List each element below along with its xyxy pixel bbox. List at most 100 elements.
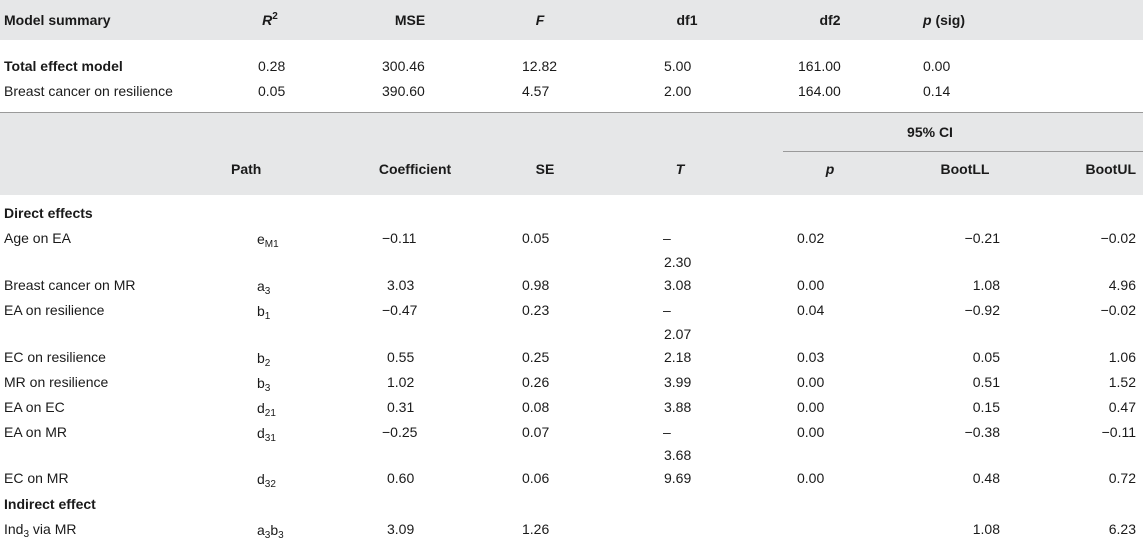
table-row-label: Ind3 via MR <box>4 521 77 540</box>
table-row-bootll: 0.05 <box>972 349 1000 365</box>
table-row-bootll: −0.38 <box>964 424 1000 440</box>
summary-header-df2: df2 <box>819 12 841 28</box>
table-row-coefficient: −0.47 <box>382 302 418 318</box>
table-row-path: a3 <box>257 278 271 297</box>
table-row-t: 3.99 <box>664 374 692 390</box>
table-row-bootll: 1.08 <box>972 521 1000 537</box>
summary-row-mse: 300.46 <box>382 58 425 74</box>
paths-header-bootul: BootUL <box>1085 161 1136 177</box>
table-row-path: eM1 <box>257 231 279 250</box>
table-row-label: MR on resilience <box>4 374 109 390</box>
summary-header-label: Model summary <box>4 12 111 28</box>
table-row-bootul: 0.47 <box>1108 399 1136 415</box>
table-row-label: EA on resilience <box>4 302 105 318</box>
table-row-p: 0.02 <box>797 230 825 246</box>
summary-row-p: 0.00 <box>923 58 951 74</box>
table-row-path: b3 <box>257 375 271 394</box>
summary-header-p: p (sig) <box>923 12 966 28</box>
table-row-t-continued: 3.68 <box>664 447 692 463</box>
table-row-t: 3.88 <box>664 399 692 415</box>
table-row-coefficient: 1.02 <box>387 374 415 390</box>
table-row-t-continued: 2.30 <box>664 254 692 270</box>
table-row-se: 0.25 <box>522 349 550 365</box>
section-title-direct: Direct effects <box>4 205 93 221</box>
table-row-t: 9.69 <box>664 470 692 486</box>
table-row-se: 0.26 <box>522 374 550 390</box>
table-row-bootll: 0.48 <box>972 470 1000 486</box>
table-row-coefficient: −0.11 <box>382 230 417 246</box>
table-row-path: d32 <box>257 471 276 490</box>
table-row-label: EA on MR <box>4 424 68 440</box>
table-row-bootll: −0.21 <box>964 230 1000 246</box>
table-row-label: Breast cancer on MR <box>4 277 136 293</box>
table-row-p: 0.03 <box>797 349 825 365</box>
summary-row-mse: 390.60 <box>382 83 425 99</box>
table-row-coefficient: 0.60 <box>387 470 415 486</box>
summary-row-f: 12.82 <box>522 58 558 74</box>
paths-header-t: T <box>675 161 685 177</box>
table-row-p: 0.00 <box>797 424 825 440</box>
table-row-p: 0.00 <box>797 399 825 415</box>
table-row-se: 0.98 <box>522 277 550 293</box>
summary-header-r2: R2 <box>262 11 278 29</box>
table-row-t: 3.08 <box>664 277 692 293</box>
table-row-label: EA on EC <box>4 399 65 415</box>
table-row-bootul: 4.96 <box>1108 277 1136 293</box>
paths-header-path: Path <box>231 161 262 177</box>
section-title-indirect: Indirect effect <box>4 496 96 512</box>
table-row-p: 0.00 <box>797 470 825 486</box>
table-row-bootll: −0.92 <box>964 302 1000 318</box>
summary-header-f: F <box>535 12 545 28</box>
summary-row-r2: 0.28 <box>258 58 286 74</box>
table-row-bootul: 6.23 <box>1108 521 1136 537</box>
table-row-coefficient: 0.55 <box>387 349 415 365</box>
summary-row-f: 4.57 <box>522 83 550 99</box>
table-row-bootul: 1.52 <box>1108 374 1136 390</box>
table-row-label: EC on MR <box>4 470 69 486</box>
table-row-t: – <box>663 424 671 440</box>
table-row-bootll: 0.15 <box>972 399 1000 415</box>
table-row-se: 1.26 <box>522 521 550 537</box>
table-row-bootul: −0.02 <box>1100 302 1136 318</box>
table-row-coefficient: 0.31 <box>387 399 415 415</box>
summary-header-mse: MSE <box>394 12 426 28</box>
table-row-coefficient: −0.25 <box>382 424 418 440</box>
table-row-coefficient: 3.03 <box>387 277 415 293</box>
table-row-t-continued: 2.07 <box>664 326 692 342</box>
table-row-label: EC on resilience <box>4 349 106 365</box>
divider <box>0 112 1143 113</box>
summary-header-bar <box>0 0 1143 40</box>
table-row-se: 0.23 <box>522 302 550 318</box>
summary-row-p: 0.14 <box>923 83 951 99</box>
paths-header-p: p <box>825 161 835 177</box>
table-row-bootll: 1.08 <box>972 277 1000 293</box>
table-row-se: 0.05 <box>522 230 550 246</box>
table-row-path: d31 <box>257 425 276 444</box>
paths-header-bootll: BootLL <box>940 161 990 177</box>
table-row-p: 0.00 <box>797 374 825 390</box>
table-row-t: – <box>663 230 671 246</box>
summary-row-df2: 164.00 <box>798 83 841 99</box>
summary-row-df2: 161.00 <box>798 58 841 74</box>
table-row-path: b1 <box>257 303 271 322</box>
paths-header-se: SE <box>535 161 555 177</box>
table-row-t: 2.18 <box>664 349 692 365</box>
table-row-bootll: 0.51 <box>972 374 1000 390</box>
table-row-bootul: −0.02 <box>1100 230 1136 246</box>
ci-divider <box>783 151 1143 152</box>
summary-row-r2: 0.05 <box>258 83 286 99</box>
table-row-se: 0.08 <box>522 399 550 415</box>
paths-header-coefficient: Coefficient <box>378 161 452 177</box>
table-row-label: Age on EA <box>4 230 71 246</box>
ci-header: 95% CI <box>907 124 953 140</box>
table-row-path: b2 <box>257 350 271 369</box>
table-row-coefficient: 3.09 <box>387 521 415 537</box>
table-row-bootul: 0.72 <box>1108 470 1136 486</box>
summary-row-df1: 2.00 <box>664 83 692 99</box>
summary-header-df1: df1 <box>676 12 698 28</box>
table-row-se: 0.06 <box>522 470 550 486</box>
table-row-path: d21 <box>257 400 276 419</box>
table-row-p: 0.04 <box>797 302 825 318</box>
summary-row-df1: 5.00 <box>664 58 692 74</box>
summary-row-label: Total effect model <box>4 58 123 74</box>
